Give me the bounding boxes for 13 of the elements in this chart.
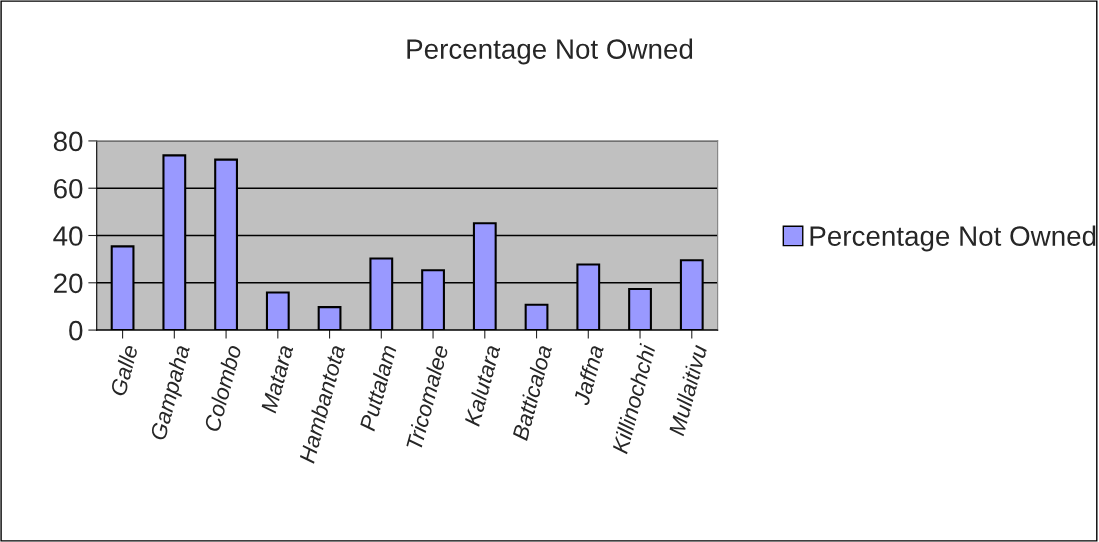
x-tick-label: Jaffna <box>572 344 604 407</box>
y-tick-label: 0 <box>69 320 83 341</box>
x-tick-label: Puttalam <box>358 344 397 432</box>
y-tick-label: 60 <box>54 178 83 199</box>
legend-label: Percentage Not Owned <box>810 225 1096 252</box>
x-tick-label: Colombo <box>203 343 242 433</box>
y-tick-label: 40 <box>53 226 83 246</box>
x-tick-label: Matara <box>260 344 294 414</box>
y-tick-label: 80 <box>53 131 83 152</box>
chart-title: Percentage Not Owned <box>407 38 693 65</box>
y-tick-label: 20 <box>54 273 83 294</box>
x-tick-label: Kalutara <box>463 344 501 427</box>
x-tick-label: Galle <box>109 344 139 397</box>
